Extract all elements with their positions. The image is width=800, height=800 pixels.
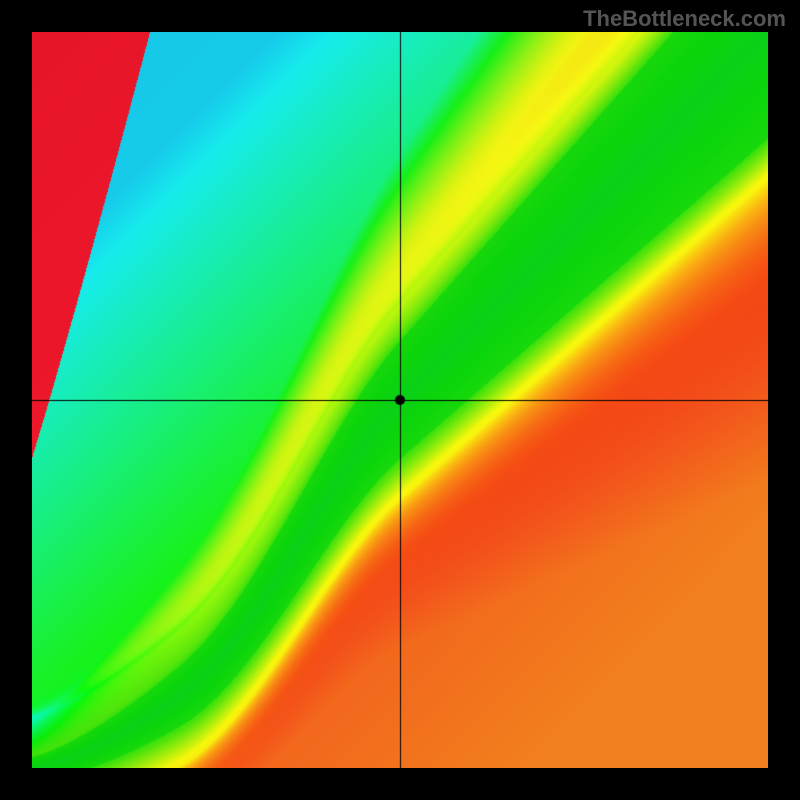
chart-frame: TheBottleneck.com <box>0 0 800 800</box>
watermark-text: TheBottleneck.com <box>583 6 786 32</box>
heatmap-canvas <box>32 32 768 768</box>
plot-area <box>32 32 768 768</box>
